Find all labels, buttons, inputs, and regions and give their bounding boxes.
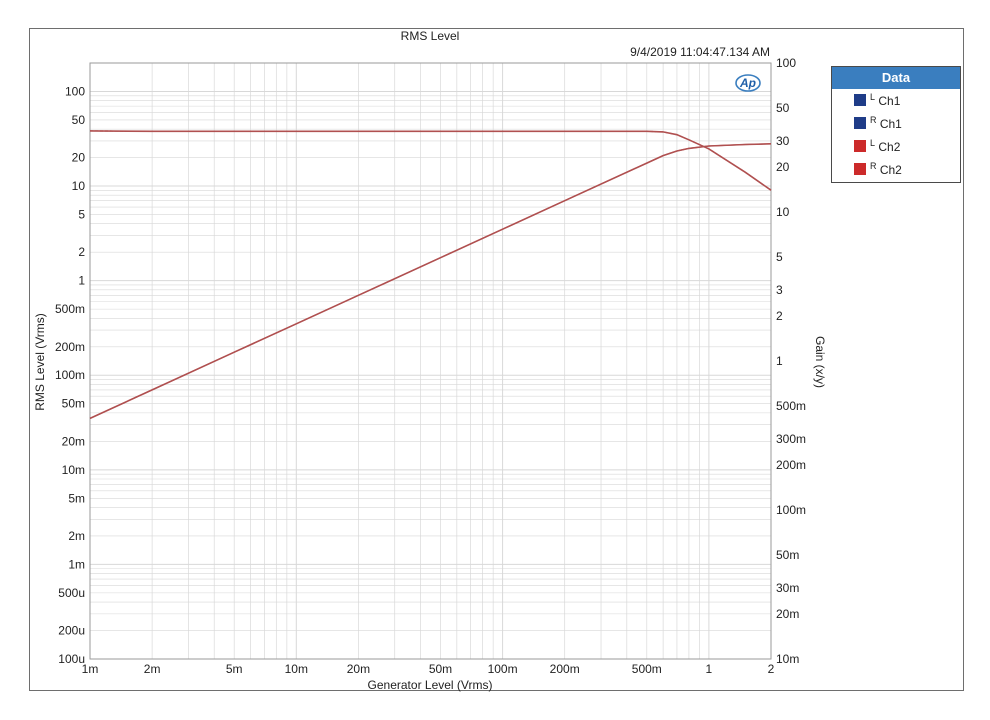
- legend-title: Data: [832, 67, 960, 89]
- legend-swatch-ch1: [854, 94, 866, 106]
- y-tick-label: 100: [65, 84, 85, 98]
- y-tick-label: 10: [72, 179, 86, 193]
- chart-title: RMS Level: [401, 29, 460, 43]
- y-tick-label: 200u: [58, 624, 85, 638]
- series-line-right-ch2: [89, 130, 772, 191]
- y-tick-label: 5: [78, 208, 85, 222]
- x-tick-label: 50m: [429, 662, 452, 676]
- legend: Data L Ch1 R Ch1 L Ch2 R Ch2: [831, 66, 961, 183]
- y2-tick-label: 1: [776, 354, 783, 368]
- x-tick-label: 1: [706, 662, 713, 676]
- legend-swatch-ch2: [854, 140, 866, 152]
- y2-tick-label: 50m: [776, 548, 799, 562]
- y2-tick-label: 500m: [776, 399, 806, 413]
- x-tick-label: 500m: [632, 662, 662, 676]
- series-layer: [89, 130, 772, 420]
- x-tick-label: 1m: [82, 662, 99, 676]
- y-axis-title: RMS Level (Vrms): [33, 313, 47, 411]
- y-tick-label: 2: [78, 245, 85, 259]
- plot-border: [89, 62, 772, 660]
- y2-axis-title: Gain (x/y): [813, 336, 827, 388]
- x-tick-label: 100m: [488, 662, 518, 676]
- y2-tick-label: 50: [776, 101, 790, 115]
- y-tick-label: 2m: [68, 529, 85, 543]
- chart-timestamp: 9/4/2019 11:04:47.134 AM: [630, 45, 770, 59]
- legend-swatch-ch1: [854, 117, 866, 129]
- y2-tick-label: 2: [776, 309, 783, 323]
- y2-tick-label: 200m: [776, 458, 806, 472]
- x-tick-label: 5m: [226, 662, 243, 676]
- legend-swatch-ch2: [854, 163, 866, 175]
- x-tick-label: 20m: [347, 662, 370, 676]
- chart-frame: [29, 28, 964, 691]
- ap-logo-text: Ap: [739, 76, 756, 90]
- y-tick-label: 10m: [62, 463, 85, 477]
- y-tick-label: 100u: [58, 652, 85, 666]
- y2-tick-label: 10: [776, 205, 790, 219]
- y-tick-label: 5m: [68, 491, 85, 505]
- y2-tick-label: 20m: [776, 607, 799, 621]
- y2-tick-label: 30m: [776, 581, 799, 595]
- y-tick-label: 200m: [55, 340, 85, 354]
- y-tick-label: 500m: [55, 302, 85, 316]
- ap-logo-icon: Ap: [735, 73, 761, 93]
- x-tick-label: 10m: [285, 662, 308, 676]
- y-tick-label: 500u: [58, 586, 85, 600]
- y2-tick-label: 5: [776, 250, 783, 264]
- x-tick-label: 200m: [550, 662, 580, 676]
- y2-tick-label: 10m: [776, 652, 799, 666]
- x-tick-label: 2m: [144, 662, 161, 676]
- y-tick-label: 50: [72, 113, 86, 127]
- x-tick-label: 2: [768, 662, 775, 676]
- y2-tick-label: 300m: [776, 432, 806, 446]
- axis-layer: 1m 2m 5m 10m 20m 50m 100m 200m 500m 1 2 100 50 20 10 5 2…: [55, 56, 806, 676]
- y-tick-label: 1m: [68, 557, 85, 571]
- y2-tick-label: 3: [776, 283, 783, 297]
- y2-tick-label: 100: [776, 56, 796, 70]
- y2-tick-label: 100m: [776, 503, 806, 517]
- y-tick-label: 20: [72, 151, 86, 165]
- y-tick-label: 1: [78, 274, 85, 288]
- y2-tick-label: 20: [776, 160, 790, 174]
- grid-layer: [89, 62, 772, 660]
- y-tick-label: 20m: [62, 434, 85, 448]
- y2-tick-label: 30: [776, 134, 790, 148]
- y-tick-label: 50m: [62, 397, 85, 411]
- x-axis-title: Generator Level (Vrms): [368, 678, 493, 692]
- y-tick-label: 100m: [55, 368, 85, 382]
- series-line-right-ch1: [89, 130, 772, 191]
- series-line-left-ch2: [89, 143, 772, 419]
